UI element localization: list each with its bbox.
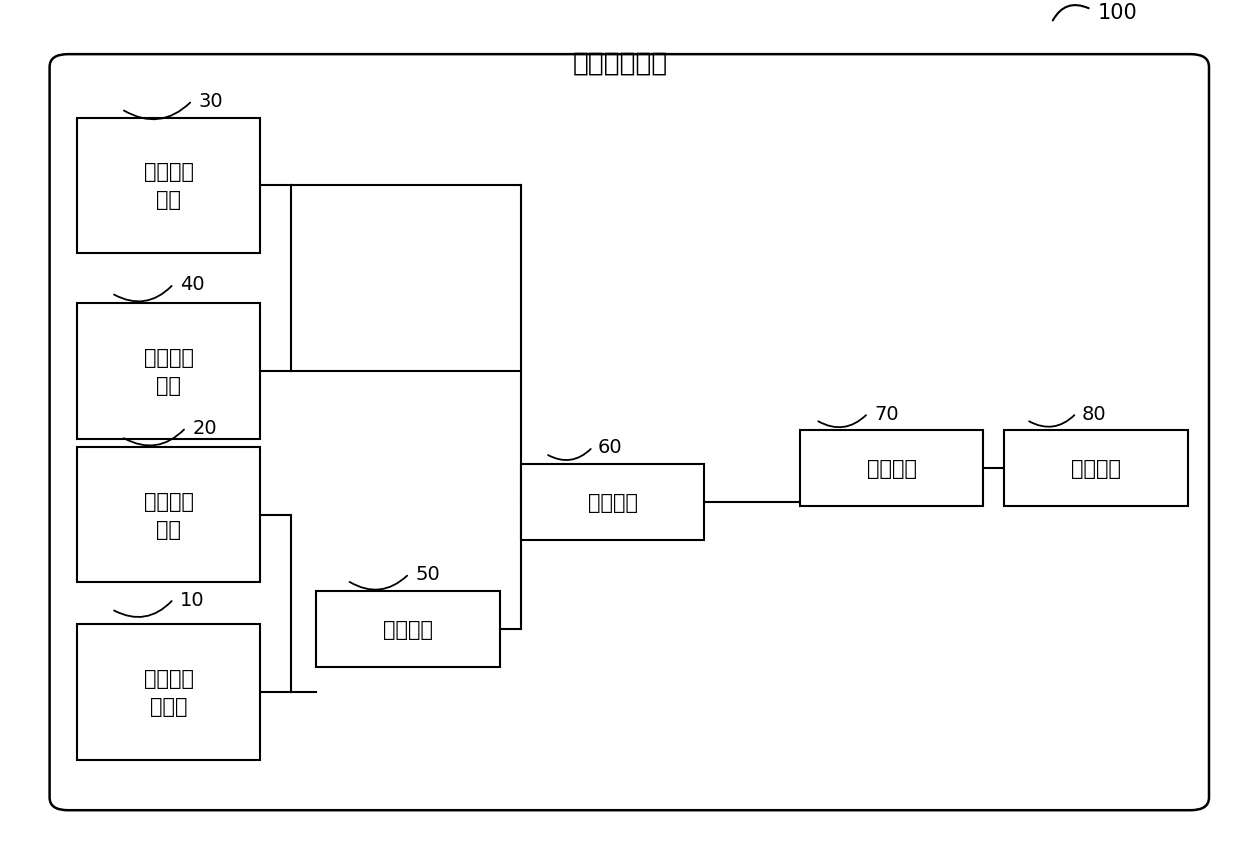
- Bar: [1004, 430, 1188, 506]
- FancyBboxPatch shape: [50, 55, 1209, 810]
- Text: 加热装置: 加热装置: [1071, 458, 1121, 479]
- Text: 60: 60: [598, 438, 622, 457]
- Text: 边板加工
装置: 边板加工 装置: [144, 162, 193, 210]
- Text: 金属箔加
工装置: 金属箔加 工装置: [144, 668, 193, 716]
- Text: 芯管加工
装置: 芯管加工 装置: [144, 491, 193, 539]
- Text: 100: 100: [1097, 3, 1137, 23]
- Text: 50: 50: [415, 565, 440, 583]
- Text: 堆垛装置: 堆垛装置: [867, 458, 916, 479]
- Bar: [77, 118, 260, 253]
- Bar: [800, 430, 983, 506]
- Bar: [521, 464, 704, 540]
- Text: 10: 10: [180, 590, 205, 609]
- Text: 扣合装置: 扣合装置: [383, 619, 433, 639]
- Bar: [77, 304, 260, 439]
- Text: 面板加工
装置: 面板加工 装置: [144, 348, 193, 396]
- Text: 70: 70: [874, 404, 899, 423]
- Text: 焊接装置: 焊接装置: [588, 492, 637, 512]
- Bar: [77, 625, 260, 760]
- Bar: [77, 447, 260, 582]
- Bar: [316, 591, 500, 667]
- Text: 芯板生产系统: 芯板生产系统: [573, 51, 667, 77]
- Text: 30: 30: [198, 92, 223, 111]
- Text: 20: 20: [192, 419, 217, 437]
- Text: 40: 40: [180, 275, 205, 294]
- Text: 80: 80: [1081, 404, 1106, 423]
